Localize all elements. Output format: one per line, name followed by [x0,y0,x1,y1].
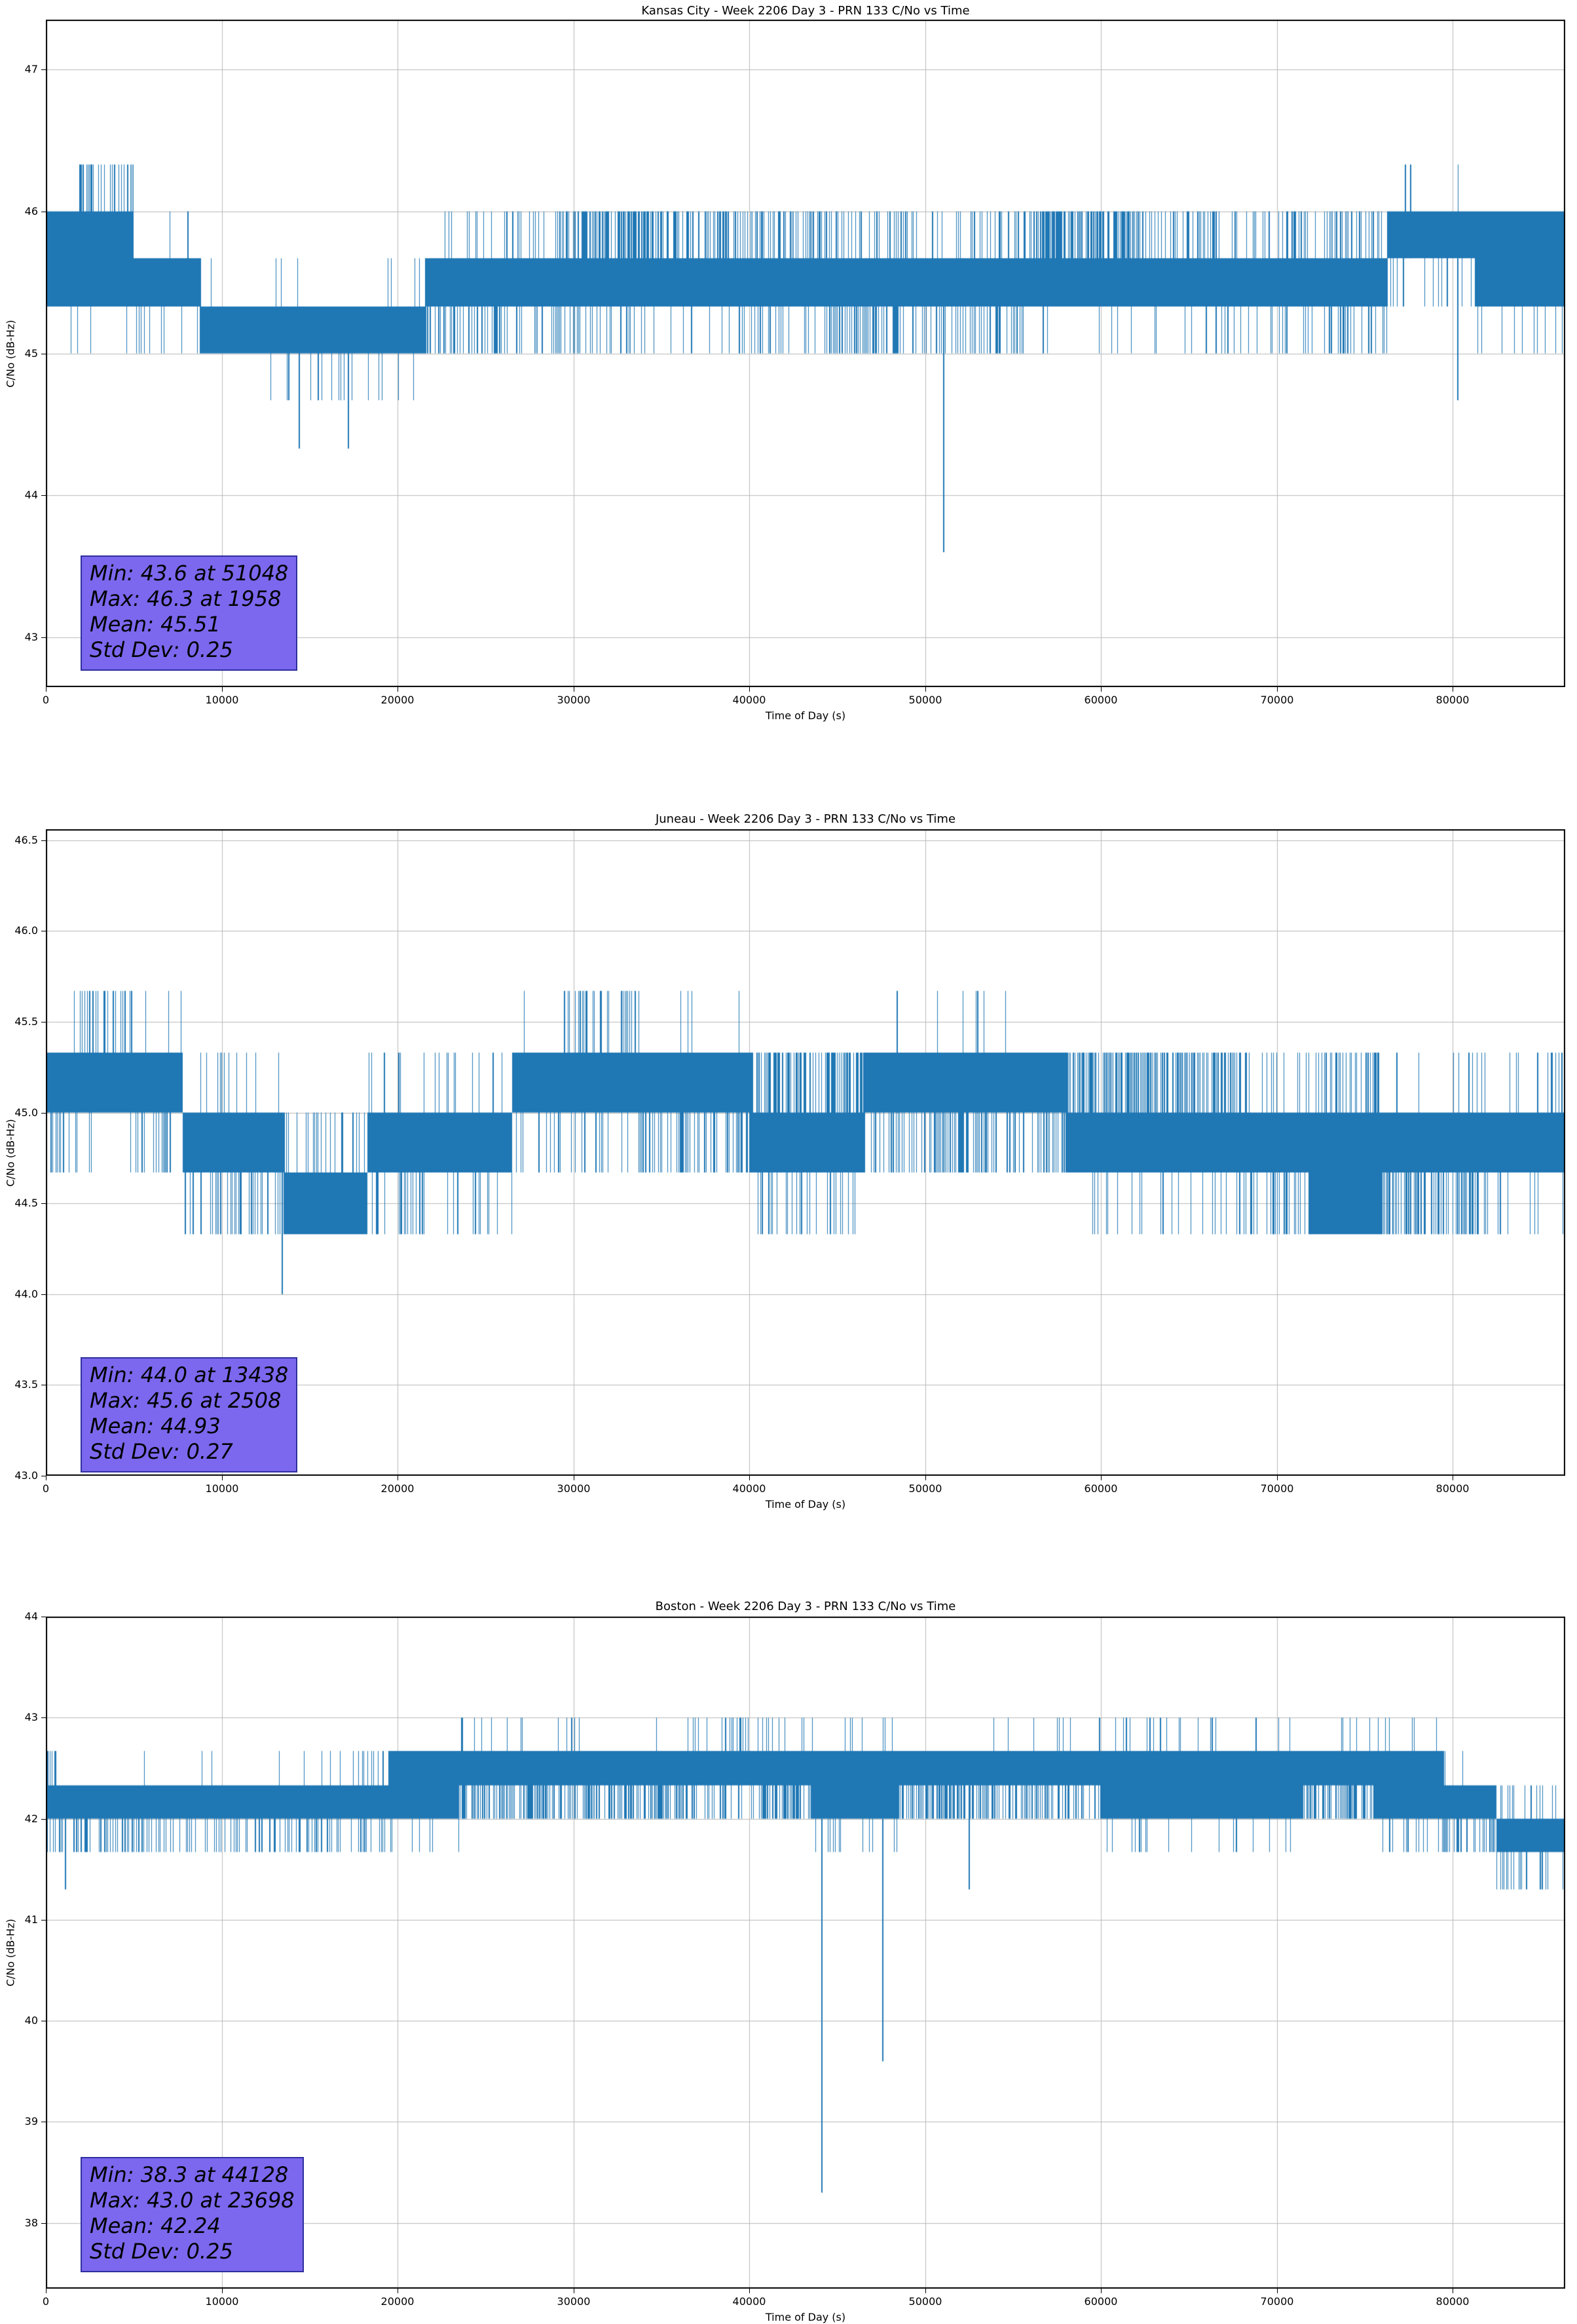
x-tick-mark [1101,2289,1102,2293]
x-tick-label: 10000 [205,2295,239,2308]
y-tick-mark [41,1113,46,1114]
y-tick-label: 43.5 [14,1378,38,1391]
stats-annotation-box: Min: 43.6 at 51048 Max: 46.3 at 1958 Mea… [81,555,298,671]
stats-annotation-box: Min: 38.3 at 44128 Max: 43.0 at 23698 Me… [81,2157,304,2272]
y-axis-label: C/No (dB-Hz) [4,1118,17,1187]
x-tick-label: 80000 [1436,1482,1470,1495]
x-tick-mark [222,687,223,692]
y-tick-mark [41,1717,46,1718]
y-tick-label: 46.5 [14,834,38,846]
y-tick-label: 44.5 [14,1197,38,1209]
y-axis-label: C/No (dB-Hz) [4,1919,17,1987]
x-tick-label: 80000 [1436,694,1470,706]
x-tick-label: 80000 [1436,2295,1470,2308]
cno-series-plot [46,829,1565,1476]
x-tick-label: 40000 [732,694,766,706]
y-tick-label: 41 [24,1913,38,1926]
x-tick-mark [925,2289,926,2293]
y-tick-mark [41,1819,46,1820]
x-tick-label: 50000 [908,2295,942,2308]
x-tick-mark [1277,2289,1278,2293]
y-tick-mark [41,840,46,841]
x-tick-label: 0 [42,694,50,706]
x-tick-label: 20000 [380,694,415,706]
y-tick-label: 39 [24,2115,38,2127]
y-tick-mark [41,1203,46,1204]
y-tick-label: 44.0 [14,1288,38,1300]
y-tick-label: 45.5 [14,1015,38,1028]
x-tick-label: 70000 [1260,2295,1294,2308]
x-tick-label: 60000 [1084,2295,1118,2308]
y-tick-label: 43.0 [14,1469,38,1482]
x-tick-mark [749,2289,750,2293]
x-tick-label: 20000 [380,2295,415,2308]
x-tick-mark [222,2289,223,2293]
y-tick-label: 45.0 [14,1106,38,1119]
x-tick-mark [1101,687,1102,692]
chart-title: Juneau - Week 2206 Day 3 - PRN 133 C/No … [655,812,956,826]
x-tick-label: 20000 [380,1482,415,1495]
x-tick-label: 0 [42,2295,50,2308]
stat-stddev: Std Dev: 0.25 [90,2239,233,2264]
y-tick-label: 42 [24,1812,38,1825]
stat-max: Max: 43.0 at 23698 [90,2188,295,2213]
y-tick-mark [41,2223,46,2224]
y-tick-mark [41,495,46,496]
stat-mean: Mean: 45.51 [90,612,221,637]
y-tick-label: 44 [24,1610,38,1622]
y-tick-label: 38 [24,2217,38,2229]
x-tick-label: 70000 [1260,1482,1294,1495]
x-tick-mark [749,1476,750,1480]
stat-stddev: Std Dev: 0.27 [90,1439,233,1464]
x-tick-mark [1277,1476,1278,1480]
x-tick-label: 10000 [205,694,239,706]
y-tick-label: 46.0 [14,924,38,937]
chart-title: Kansas City - Week 2206 Day 3 - PRN 133 … [641,4,970,18]
x-tick-label: 60000 [1084,694,1118,706]
x-axis-label: Time of Day (s) [765,2311,846,2323]
y-tick-label: 43 [24,1711,38,1723]
stat-max: Max: 45.6 at 2508 [90,1388,282,1413]
x-tick-label: 0 [42,1482,50,1495]
y-tick-mark [41,69,46,70]
x-tick-mark [925,1476,926,1480]
y-tick-label: 44 [24,489,38,501]
x-tick-mark [1101,1476,1102,1480]
x-tick-mark [925,687,926,692]
stat-min: Min: 43.6 at 51048 [90,561,289,586]
x-axis-label: Time of Day (s) [765,709,846,722]
y-tick-label: 46 [24,205,38,217]
x-tick-label: 50000 [908,694,942,706]
x-tick-label: 60000 [1084,1482,1118,1495]
stat-min: Min: 44.0 at 13438 [90,1362,289,1387]
x-tick-label: 40000 [732,2295,766,2308]
y-tick-mark [41,1920,46,1921]
x-tick-label: 30000 [557,694,591,706]
x-tick-label: 70000 [1260,694,1294,706]
stats-annotation-box: Min: 44.0 at 13438 Max: 45.6 at 2508 Mea… [81,1357,298,1472]
x-tick-label: 50000 [908,1482,942,1495]
x-tick-mark [749,687,750,692]
y-tick-label: 45 [24,347,38,360]
x-tick-mark [222,1476,223,1480]
stat-mean: Mean: 44.93 [90,1414,221,1438]
y-tick-mark [41,1294,46,1295]
stat-stddev: Std Dev: 0.25 [90,637,233,662]
stat-min: Min: 38.3 at 44128 [90,2162,289,2187]
chart-title: Boston - Week 2206 Day 3 - PRN 133 C/No … [655,1600,956,1613]
x-tick-mark [1277,687,1278,692]
x-tick-label: 30000 [557,1482,591,1495]
y-tick-label: 43 [24,631,38,643]
x-axis-label: Time of Day (s) [765,1498,846,1510]
y-tick-mark [41,637,46,638]
stat-max: Max: 46.3 at 1958 [90,586,282,611]
x-tick-label: 10000 [205,1482,239,1495]
x-tick-label: 40000 [732,1482,766,1495]
cno-series-plot [46,20,1565,687]
stat-mean: Mean: 42.24 [90,2213,221,2238]
x-tick-label: 30000 [557,2295,591,2308]
y-tick-label: 40 [24,2014,38,2027]
y-tick-label: 47 [24,63,38,75]
